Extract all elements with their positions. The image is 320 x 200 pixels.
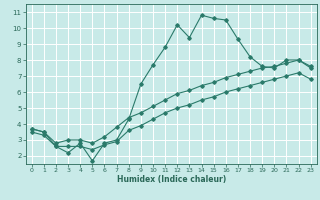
X-axis label: Humidex (Indice chaleur): Humidex (Indice chaleur) [116, 175, 226, 184]
